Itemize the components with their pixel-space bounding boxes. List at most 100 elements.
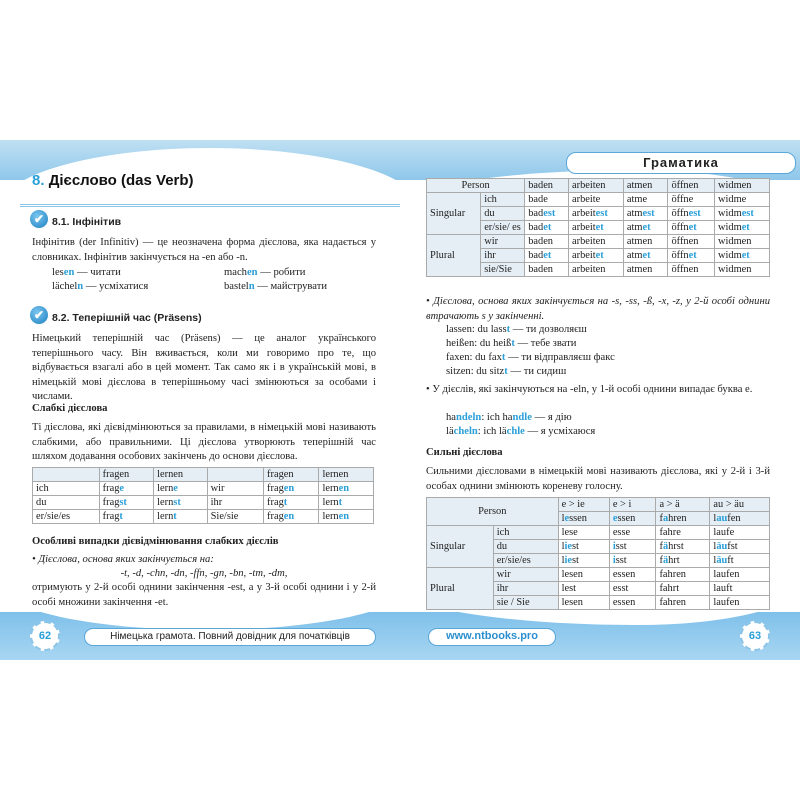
highlighted-ending: st (173, 497, 181, 508)
example-line: basteln — майструвати (224, 280, 327, 294)
table-cell: arbeiten (568, 262, 624, 277)
text-part: ssen (617, 513, 636, 524)
table-cell: isst (608, 539, 657, 554)
verb-endings-table: Person baden arbeiten atmen öffnen widmen Sing… (425, 178, 770, 277)
text-part: lesen (561, 597, 583, 608)
table-row: fragen lernen fragen lernen (32, 467, 374, 482)
example-line: lassen: du lasst — ти дозволяєш (446, 323, 587, 337)
table-cell: baden (524, 178, 570, 193)
text-part: l (713, 513, 717, 524)
table-cell: arbeitet (568, 220, 624, 235)
table-cell: widmet (714, 220, 770, 235)
text-part: widmen (718, 236, 752, 247)
text-part: lesen (561, 569, 583, 580)
page-number-right: 63 (740, 621, 770, 651)
text-part: sst (615, 555, 627, 566)
table-cell (206, 467, 265, 482)
table-cell: Sie/sie (206, 509, 265, 524)
special-endings: -t, -d, -chn, -dn, -ffn, -gn, -bn, -tm, … (120, 568, 288, 579)
table-cell: Singular (426, 525, 494, 568)
highlighted-ending: ie (564, 541, 572, 552)
text-part: lä (446, 426, 454, 437)
table-cell: Plural (425, 234, 482, 277)
text-part: frag (102, 511, 120, 522)
text-part: öffn (671, 222, 689, 233)
table-cell: ihr (480, 248, 526, 263)
present-tense-text: Німецький теперішній час (Präsens) — це … (32, 333, 376, 402)
table-cell: atmen (622, 178, 669, 193)
table-cell (32, 467, 100, 482)
table-cell: lernen (318, 481, 374, 496)
highlighted-ending: en (283, 511, 295, 522)
highlighted-ending: t (501, 352, 506, 363)
table-cell: arbeiten (568, 178, 624, 193)
text-part: l (561, 513, 565, 524)
text-part: atmen (626, 236, 653, 247)
table-cell: a > ä (655, 497, 711, 512)
text-part: st (571, 555, 579, 566)
table-cell: lernt (318, 495, 374, 510)
table-cell: atmest (622, 206, 669, 221)
infinitive-text: Інфінітив (der Infinitiv) — це неозначен… (32, 237, 376, 263)
table-cell: fahre (655, 525, 711, 540)
table-cell: atmen (622, 234, 669, 249)
highlighted-ending: en (283, 483, 295, 494)
example-line: faxen: du faxt — ти відправляєш факс (446, 351, 615, 365)
example-line: lächeln: ich lächle — я усміхаюся (446, 425, 595, 439)
table-cell: Plural (426, 567, 494, 610)
table-cell: atme (622, 192, 669, 207)
table-cell: öffnet (667, 220, 716, 235)
table-cell: baden (524, 262, 570, 277)
text-part: atmen (626, 264, 653, 275)
text-part: hren (668, 513, 687, 524)
text-part: öffnen (671, 264, 699, 275)
table-cell: fährst (655, 539, 711, 554)
table-cell: bade (524, 192, 570, 207)
text-part: lern (157, 511, 174, 522)
table-cell: liest (557, 539, 610, 554)
text-part: lern (322, 483, 339, 494)
text-part: Sie/sie (210, 511, 239, 522)
highlighted-ending: t (283, 497, 288, 508)
table-cell: öffnen (667, 178, 716, 193)
text-part: bastel (224, 281, 249, 292)
text-part: hrst (668, 541, 684, 552)
example-line: machen — робити (224, 266, 305, 280)
table-cell: lest (557, 581, 610, 596)
highlighted-ending: a (662, 513, 669, 524)
highlighted-ending: au (716, 513, 728, 524)
text-part: — майструвати (254, 281, 328, 292)
table-row: sie / Sie lesen essen fahren laufen (427, 595, 770, 610)
highlighted-ending: ie (564, 555, 572, 566)
highlighted-ending: ndle (512, 412, 532, 423)
table-cell: frage (98, 481, 155, 496)
table-cell: atmet (622, 248, 669, 263)
check-circle-icon: ✔ (30, 306, 48, 324)
text-part: arbeit (572, 250, 596, 261)
table-cell: ich (480, 192, 526, 207)
table-cell: sie/Sie (480, 262, 526, 277)
text-part: atm (626, 208, 643, 219)
text-part: essen (612, 597, 636, 608)
table-cell: fragen (263, 509, 320, 524)
highlighted-ending: et (595, 250, 604, 261)
text-part: arbeit (572, 208, 596, 219)
table-cell: essen (608, 567, 657, 582)
table-row: Plural wir lesen essen fahren laufen (426, 567, 770, 610)
bullet-s-endings: • Дієслова, основа яких закінчується на … (426, 296, 771, 322)
highlighted-ending: t (506, 324, 511, 335)
text-part: — усміхатися (83, 281, 149, 292)
table-row: ich frage lerne wir fragen lernen (32, 481, 374, 496)
text-part: lern (322, 511, 339, 522)
text-part: bad (528, 208, 544, 219)
highlighted-ending: t (173, 511, 177, 522)
text-part: f (659, 541, 663, 552)
highlighted-ending: t (511, 338, 515, 349)
table-cell: arbeitet (568, 248, 624, 263)
table-cell: fahren (655, 595, 711, 610)
table-cell: ihr (206, 495, 265, 510)
table-row: Singular ich bade arbeite atme öffne widme (425, 192, 770, 235)
website-link[interactable]: www.ntbooks.pro (428, 628, 556, 646)
text-part: lern (322, 497, 339, 508)
text-part: — ти відправляєш факс (505, 352, 615, 363)
